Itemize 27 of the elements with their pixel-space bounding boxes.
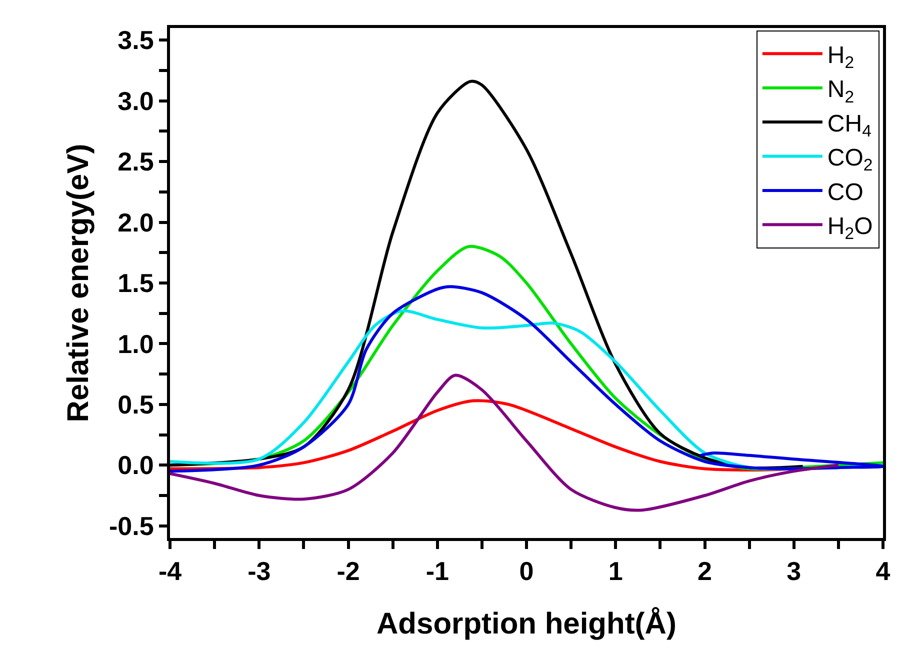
y-tick-label: 0.5	[118, 390, 154, 420]
x-tick-label: -1	[426, 556, 449, 586]
legend-label: N$_{2}$	[827, 76, 854, 106]
legend-label: CO$_{2}$	[827, 144, 873, 175]
x-tick-label: -2	[336, 556, 360, 586]
legend-label: H$_{2}$	[827, 42, 854, 72]
y-tick-label: 0.0	[118, 450, 154, 480]
y-tick-label: 1.5	[118, 268, 154, 298]
x-tick-label: 3	[786, 556, 802, 586]
line-series	[170, 374, 840, 512]
x-tick-label: 2	[698, 556, 712, 586]
x-tick-label: -3	[248, 556, 271, 586]
y-axis-title: Relative energy(eV)	[62, 144, 95, 422]
y-tick-label: 3.5	[118, 25, 154, 56]
y-tick-label: 3.0	[118, 86, 154, 116]
y-tick-label: -0.5	[108, 510, 154, 541]
y-tick-label: 2.0	[118, 207, 154, 238]
legend-label: CH$_{4}$	[827, 110, 872, 140]
legend-label: H$_{2}$O	[827, 213, 873, 244]
x-axis-title: Adsorption height(Å)	[376, 606, 676, 641]
x-tick-label: 4	[876, 556, 891, 586]
y-tick-label: 2.5	[118, 146, 154, 177]
y-tick-label: 1.0	[118, 328, 154, 359]
legend-label: CO	[827, 178, 864, 206]
x-tick-label: 1	[608, 556, 623, 586]
x-tick-label: 0	[519, 556, 534, 586]
x-tick-label: -4	[158, 556, 182, 586]
